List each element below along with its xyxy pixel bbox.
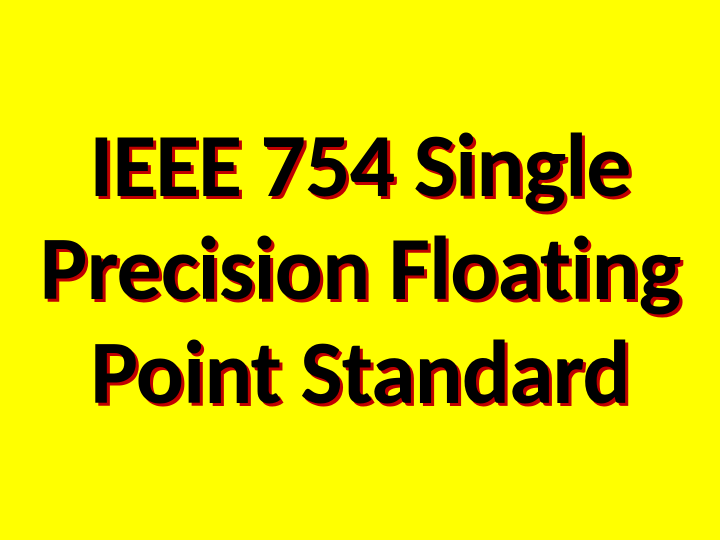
content-box: IEEE 754 Single Precision Floating Point… <box>18 18 702 522</box>
slide-container: IEEE 754 Single Precision Floating Point… <box>0 0 720 540</box>
slide-title-wrapper: IEEE 754 Single Precision Floating Point… <box>18 115 702 426</box>
slide-title: IEEE 754 Single Precision Floating Point… <box>18 115 702 426</box>
